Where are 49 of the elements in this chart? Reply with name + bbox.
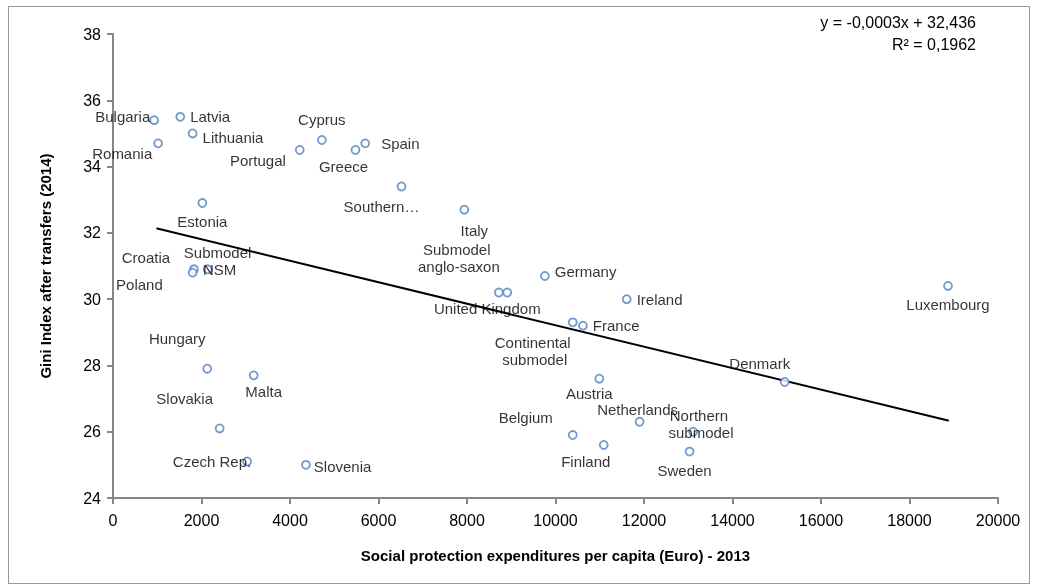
x-tick-label: 8000 bbox=[449, 511, 485, 529]
y-axis-title: Gini Index after transfers (2014) bbox=[37, 153, 54, 379]
annotation: R² = 0,1962 bbox=[891, 35, 977, 53]
data-label: Slovakia bbox=[156, 389, 214, 407]
x-tick-label: 4000 bbox=[272, 511, 308, 529]
data-label: Lithuania bbox=[202, 128, 265, 146]
y-tick-label: 38 bbox=[83, 25, 102, 43]
x-tick-label: 16000 bbox=[798, 511, 844, 529]
x-axis-title: Social protection expenditures per capita (Euro) - 2013 bbox=[360, 547, 751, 564]
x-tick-label: 6000 bbox=[360, 511, 397, 529]
y-tick-label: 34 bbox=[83, 158, 102, 176]
data-label: Luxembourg bbox=[906, 295, 990, 313]
data-label: Hungary bbox=[148, 329, 207, 347]
data-label: Finland bbox=[561, 452, 611, 470]
data-label: Italy bbox=[460, 221, 489, 239]
data-label: Greece bbox=[318, 157, 369, 175]
x-tick-label: 14000 bbox=[710, 511, 755, 529]
x-tick-label: 0 bbox=[108, 511, 118, 529]
text: y = -0,0003x + 32,436 bbox=[820, 13, 977, 31]
data-label: Spain bbox=[381, 134, 420, 152]
data-label: Submodel anglo-saxon bbox=[417, 240, 500, 275]
data-label: Denmark bbox=[729, 355, 791, 373]
data-label: France bbox=[592, 317, 640, 335]
y-tick-label: 36 bbox=[83, 91, 102, 109]
data-label: Poland bbox=[116, 276, 163, 294]
y-tick-label: 26 bbox=[83, 423, 102, 441]
data-label: Portugal bbox=[229, 151, 286, 169]
x-tick-label: 2000 bbox=[183, 511, 220, 529]
data-label: Latvia bbox=[190, 108, 231, 126]
data-label: Continental submodel bbox=[494, 334, 575, 369]
data-label: Estonia bbox=[177, 212, 229, 230]
data-label: Malta bbox=[245, 383, 283, 401]
y-tick-label: 24 bbox=[83, 489, 102, 507]
data-label: Belgium bbox=[498, 408, 553, 426]
x-tick-label: 20000 bbox=[975, 511, 1021, 529]
data-label: Germany bbox=[554, 263, 617, 281]
y-tick-label: 28 bbox=[83, 356, 102, 374]
y-tick-label: 30 bbox=[83, 290, 102, 308]
data-label: Ireland bbox=[636, 290, 683, 308]
data-label: Cyprus bbox=[298, 111, 346, 129]
x-tick-label: 12000 bbox=[621, 511, 667, 529]
data-label: Southern… bbox=[343, 198, 420, 216]
x-tick-label: 10000 bbox=[533, 511, 578, 529]
data-label: Sweden bbox=[657, 461, 712, 479]
data-label: Croatia bbox=[121, 248, 171, 266]
y-tick-label: 32 bbox=[83, 224, 102, 242]
data-label: Slovenia bbox=[313, 458, 373, 476]
x-tick-label: 18000 bbox=[887, 511, 932, 529]
data-label: Austria bbox=[565, 384, 614, 402]
